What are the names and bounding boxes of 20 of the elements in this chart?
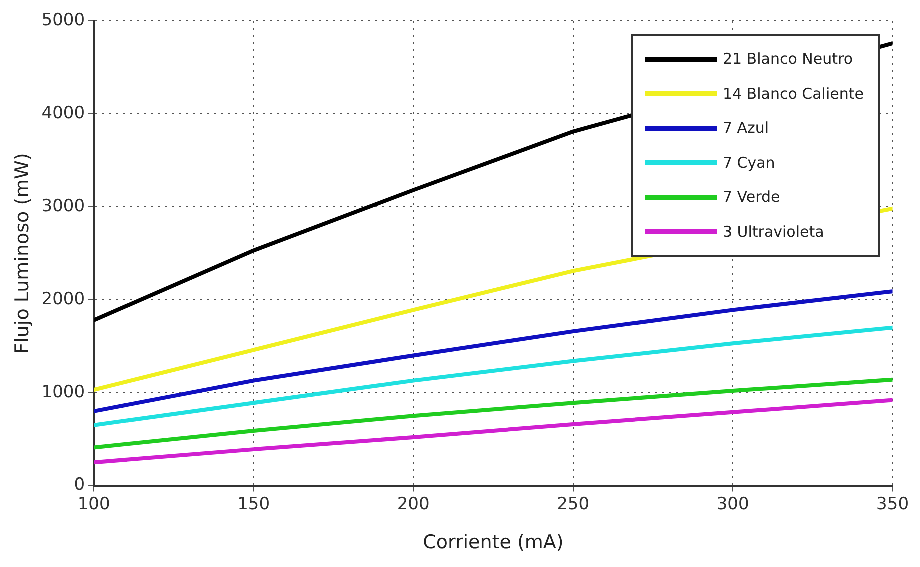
y-axis-title: Flujo Luminoso (mW) [11, 153, 34, 354]
y-tick-label: 2000 [42, 289, 86, 310]
x-tick-label: 350 [876, 494, 910, 514]
legend-label: 7 Cyan [722, 154, 776, 172]
y-tick-label: 1000 [42, 382, 86, 402]
y-tick-label: 5000 [42, 10, 86, 31]
legend-label: 7 Verde [722, 188, 780, 206]
x-tick-label: 300 [716, 494, 750, 514]
x-tick-label: 150 [238, 494, 270, 514]
x-tick-label: 250 [557, 494, 590, 514]
legend-label: 3 Ultravioleta [722, 222, 824, 241]
y-tick-label: 3000 [42, 196, 86, 216]
legend-label: 14 Blanco Caliente [722, 84, 864, 103]
x-axis-title: Corriente (mA) [423, 532, 564, 554]
legend-label: 21 Blanco Neutro [722, 50, 853, 68]
legend-label: 7 Azul [722, 119, 770, 138]
x-tick-label: 100 [78, 494, 110, 514]
x-tick-label: 200 [397, 494, 430, 514]
y-tick-label: 0 [74, 475, 86, 496]
y-tick-label: 4000 [42, 104, 86, 124]
